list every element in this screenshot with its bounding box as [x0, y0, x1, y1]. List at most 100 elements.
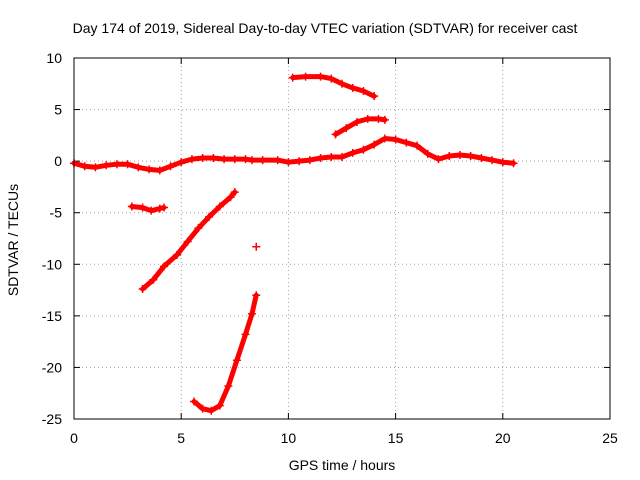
data-point-marker — [215, 202, 224, 211]
data-point-marker — [380, 134, 389, 143]
data-point-marker — [207, 406, 216, 415]
data-point-marker — [147, 206, 156, 215]
x-tick-label: 0 — [70, 430, 78, 446]
series-line — [140, 189, 238, 292]
y-tick-label: -5 — [50, 205, 63, 221]
data-point-marker — [232, 356, 241, 365]
series-isolated-point — [252, 242, 261, 251]
data-point-marker — [252, 291, 261, 300]
data-point-marker — [488, 156, 497, 165]
data-point-marker — [226, 193, 235, 202]
x-axis-label: GPS time / hours — [289, 457, 396, 473]
series-upper-arc — [288, 72, 379, 101]
series-deep-curve — [190, 291, 261, 415]
data-point-marker — [190, 397, 199, 406]
data-series — [70, 72, 518, 415]
data-point-marker — [380, 115, 389, 124]
data-point-marker — [295, 157, 304, 166]
data-point-marker — [316, 72, 325, 81]
series-main-band — [70, 134, 518, 175]
x-tick-label: 5 — [177, 430, 185, 446]
data-point-marker — [258, 156, 267, 165]
data-point-marker — [331, 130, 340, 139]
data-point-marker — [127, 202, 136, 211]
y-tick-label: -10 — [42, 256, 62, 272]
x-tick-label: 15 — [388, 430, 404, 446]
plot-frame — [73, 57, 611, 420]
data-point-marker — [423, 149, 432, 158]
data-point-marker — [327, 74, 336, 83]
y-tick-label: 5 — [54, 102, 62, 118]
y-tick-label: -15 — [42, 308, 62, 324]
data-point-marker — [316, 154, 325, 163]
x-tick-label: 25 — [602, 430, 618, 446]
data-point-marker — [123, 160, 132, 169]
data-point-marker — [138, 285, 147, 294]
data-point-marker — [209, 154, 218, 163]
data-point-marker — [160, 262, 169, 271]
data-point-marker — [241, 155, 250, 164]
data-point-marker — [112, 160, 121, 169]
data-point-marker — [370, 140, 379, 149]
data-point-marker — [348, 83, 357, 92]
data-point-marker — [359, 87, 368, 96]
data-point-marker — [172, 251, 181, 260]
data-point-marker — [102, 161, 111, 170]
y-tick-label: -25 — [42, 411, 62, 427]
x-tick-label: 20 — [495, 430, 511, 446]
data-point-marker — [284, 158, 293, 167]
data-point-marker — [177, 158, 186, 167]
data-point-marker — [160, 203, 169, 212]
data-point-marker — [91, 163, 100, 172]
data-point-marker — [247, 309, 256, 318]
data-point-marker — [455, 150, 464, 159]
data-point-marker — [198, 154, 207, 163]
data-point-marker — [138, 203, 147, 212]
data-point-marker — [434, 155, 443, 164]
data-point-marker — [166, 162, 175, 171]
data-point-marker — [402, 138, 411, 147]
data-point-marker — [187, 155, 196, 164]
series-rising-segment — [331, 114, 389, 139]
data-point-marker — [252, 242, 261, 251]
data-point-marker — [359, 145, 368, 154]
data-point-marker — [370, 92, 379, 101]
gridlines — [74, 58, 610, 419]
data-point-marker — [149, 275, 158, 284]
data-point-marker — [413, 141, 422, 150]
y-tick-label: 0 — [54, 153, 62, 169]
data-point-marker — [145, 165, 154, 174]
data-point-marker — [342, 124, 351, 133]
data-point-marker — [391, 135, 400, 144]
data-point-marker — [230, 188, 239, 197]
data-point-marker — [155, 204, 164, 213]
data-point-marker — [338, 153, 346, 162]
y-tick-label: -20 — [42, 359, 62, 375]
data-point-marker — [80, 162, 89, 171]
data-point-marker — [198, 404, 207, 413]
series-short-segment — [127, 202, 169, 215]
chart-title: Day 174 of 2019, Sidereal Day-to-day VTE… — [73, 20, 578, 36]
data-point-marker — [338, 79, 346, 88]
data-point-marker — [353, 117, 362, 126]
y-axis-label: SDTVAR / TECUs — [5, 184, 21, 296]
y-tick-label: 10 — [46, 50, 62, 66]
data-point-marker — [230, 155, 239, 164]
data-point-marker — [301, 72, 310, 81]
data-point-marker — [247, 156, 256, 165]
data-point-marker — [363, 114, 372, 123]
data-point-marker — [220, 155, 229, 164]
data-point-marker — [445, 151, 454, 160]
data-point-marker — [305, 156, 314, 165]
data-point-marker — [194, 224, 203, 233]
data-point-marker — [273, 156, 282, 165]
data-point-marker — [288, 73, 297, 82]
data-point-marker — [327, 153, 336, 162]
data-point-marker — [498, 158, 507, 167]
data-point-marker — [466, 151, 475, 160]
data-point-marker — [477, 154, 486, 163]
data-point-marker — [241, 330, 250, 339]
data-point-marker — [509, 159, 518, 168]
